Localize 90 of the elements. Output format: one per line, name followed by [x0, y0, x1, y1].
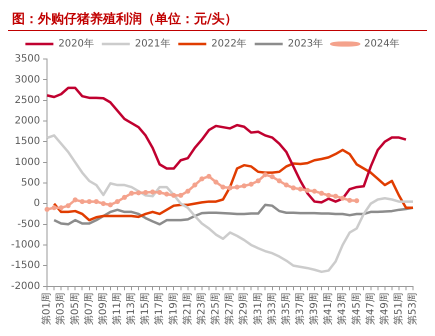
x-tick-label: 第33周	[266, 292, 278, 326]
point	[171, 192, 176, 198]
point	[164, 192, 170, 197]
y-tick-label: 2500	[14, 94, 40, 106]
point	[44, 206, 50, 212]
point	[199, 176, 204, 182]
point	[143, 190, 148, 195]
point	[185, 188, 190, 194]
point	[276, 178, 282, 184]
x-tick-label: 第27周	[224, 292, 236, 326]
y-tick-label: 3500	[14, 54, 40, 65]
point	[100, 201, 106, 206]
point	[333, 194, 338, 199]
point	[256, 178, 261, 184]
legend-label: 2024年	[364, 38, 400, 50]
x-tick-label: 第25周	[210, 292, 222, 326]
point	[340, 196, 346, 201]
x-tick-label: 第19周	[167, 292, 180, 326]
y-tick-label: 1500	[14, 136, 40, 148]
legend-label: 2020年	[58, 38, 94, 50]
point	[150, 190, 156, 195]
x-tick-label: 第11周	[111, 292, 124, 326]
point	[319, 190, 324, 196]
y-tick-label: -500	[17, 218, 40, 230]
x-tick-label: 第53周	[406, 292, 419, 326]
y-tick-label: 3000	[14, 74, 40, 86]
y-tick-label: -1000	[10, 240, 40, 251]
point	[58, 205, 64, 210]
point	[108, 202, 113, 208]
point	[354, 198, 360, 204]
x-tick-label: 第43周	[336, 292, 348, 326]
x-tick-label: 第01周	[40, 292, 53, 326]
legend-label: 2023年	[288, 38, 324, 50]
x-tick-label: 第47周	[364, 292, 376, 326]
x-tick-label: 第35周	[280, 292, 292, 326]
x-tick-label: 第45周	[350, 292, 362, 326]
point	[52, 205, 57, 210]
point	[228, 185, 233, 190]
x-tick-label: 第23周	[195, 292, 208, 326]
point	[312, 188, 317, 194]
point	[66, 203, 71, 208]
x-tick-label: 第03周	[54, 292, 67, 326]
y-tick-label: -1500	[10, 260, 40, 272]
point	[192, 182, 198, 188]
point	[347, 198, 352, 203]
x-tick-label: 第07周	[82, 292, 95, 326]
x-tick-label: 第09周	[96, 292, 109, 326]
x-tick-label: 第05周	[68, 292, 81, 326]
point	[157, 190, 162, 195]
legend-label: 2022年	[211, 38, 247, 50]
point	[213, 180, 218, 185]
y-tick-label: 1000	[14, 156, 40, 168]
point	[298, 186, 303, 192]
point	[80, 199, 85, 204]
point	[114, 199, 120, 204]
x-tick-label: 第13周	[125, 292, 138, 326]
point	[290, 185, 296, 190]
x-tick-label: 第17周	[153, 292, 166, 326]
point	[136, 190, 142, 196]
point	[248, 182, 254, 187]
point	[206, 174, 212, 179]
y-tick-label: -2000	[10, 280, 40, 292]
legend-label: 2021年	[134, 38, 170, 50]
y-tick-label: 500	[20, 178, 40, 189]
point	[178, 192, 184, 198]
point	[72, 197, 78, 202]
point	[270, 174, 275, 180]
x-tick-label: 第15周	[139, 292, 152, 326]
point	[304, 188, 310, 193]
x-tick-label: 第51周	[392, 292, 405, 326]
point	[284, 182, 289, 188]
x-tick-label: 第29周	[238, 292, 250, 326]
point	[242, 183, 247, 188]
y-tick-label: 0	[34, 198, 40, 210]
y-tick-label: 2000	[14, 116, 40, 127]
x-tick-label: 第21周	[181, 292, 194, 326]
x-tick-label: 第39周	[308, 292, 320, 326]
x-tick-label: 第31周	[252, 292, 264, 326]
point	[220, 184, 226, 190]
x-tick-label: 第41周	[322, 292, 334, 326]
point	[234, 184, 240, 190]
point	[129, 190, 134, 196]
chart-title: 图：外购仔猪养殖利润（单位：元/头）	[8, 8, 427, 31]
point	[122, 194, 127, 200]
point	[94, 199, 99, 204]
point	[262, 172, 268, 178]
point	[326, 192, 332, 198]
x-tick-label: 第37周	[294, 292, 306, 326]
point	[86, 199, 92, 204]
x-tick-label: 第49周	[378, 292, 390, 326]
